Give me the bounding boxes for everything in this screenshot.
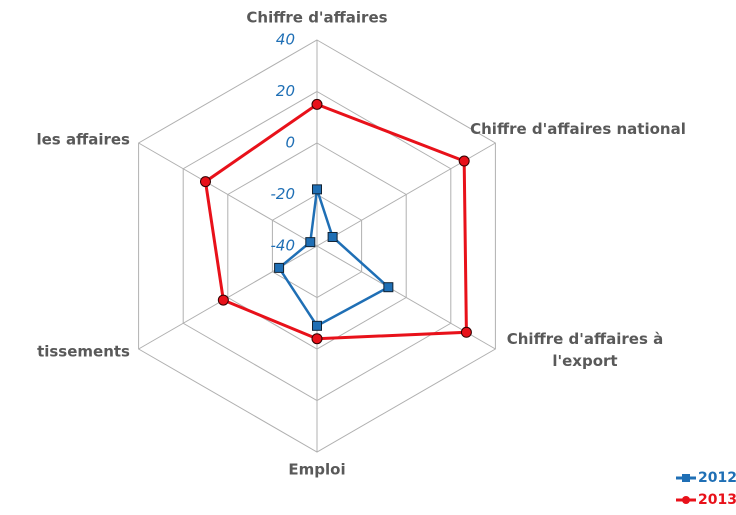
category-label: tissements [37,343,130,361]
r-tick-label: 20 [276,82,295,100]
category-label: Chiffre d'affaires [246,9,387,27]
marker [312,320,322,331]
marker [458,155,470,167]
spoke [138,142,318,247]
r-tick-label: -40 [271,237,296,255]
r-tick-label: -20 [271,185,296,203]
legend-marker [682,496,690,504]
marker [199,176,211,188]
marker [311,333,323,345]
r-tick-label: 40 [276,31,295,49]
category-label: les affaires [36,131,130,149]
marker [217,294,229,306]
category-label: Chiffre d'affaires à l'export [507,330,663,370]
legend-label: 2012 [698,470,736,486]
marker [383,282,394,293]
marker [312,184,322,195]
legend-label: 2013 [698,492,736,508]
marker [327,231,338,242]
marker [460,326,472,338]
series-line [203,102,468,341]
category-label: Chiffre d'affaires national [470,120,686,138]
legend-marker [682,474,690,482]
marker [305,237,316,248]
marker [311,98,323,110]
category-label: Emploi [288,461,345,479]
r-tick-label: 0 [285,134,295,152]
series-line [277,188,391,328]
marker [274,262,285,273]
